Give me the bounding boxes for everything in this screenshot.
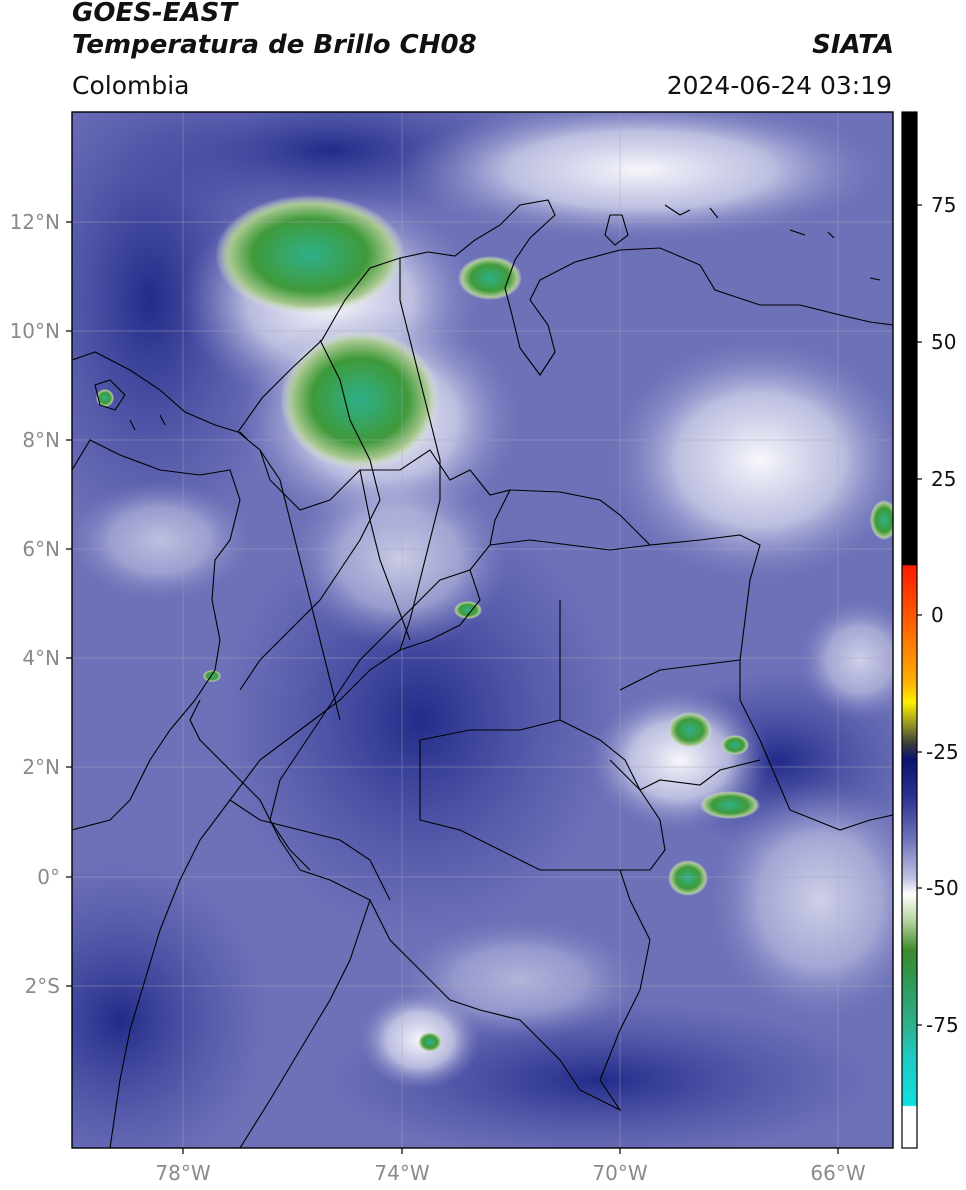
region-label: Colombia bbox=[72, 71, 190, 100]
lat-label: 2°S bbox=[25, 974, 60, 998]
satellite-imagery bbox=[72, 112, 893, 1148]
boundaries bbox=[72, 199, 893, 1148]
lat-label: 8°N bbox=[22, 428, 60, 452]
colorbar-tick-label: 75 bbox=[931, 193, 956, 217]
colorbar-tick-label: 25 bbox=[931, 467, 956, 491]
colorbar: 75 50 25 0 -25 -50 -75 bbox=[901, 111, 959, 1149]
colorbar-tick-label: -50 bbox=[926, 876, 959, 900]
lat-label: 10°N bbox=[10, 319, 60, 343]
latitude-labels: 12°N 10°N 8°N 6°N 4°N 2°N 0° 2°S bbox=[10, 210, 60, 998]
lat-label: 6°N bbox=[22, 537, 60, 561]
lat-label: 2°N bbox=[22, 755, 60, 779]
product-title: Temperatura de Brillo CH08 bbox=[72, 30, 477, 60]
colorbar-frame bbox=[901, 111, 918, 1149]
lat-label: 0° bbox=[37, 865, 60, 889]
lon-label: 70°W bbox=[592, 1161, 647, 1185]
colorbar-tick-label: -75 bbox=[926, 1013, 959, 1037]
satellite-title: GOES-EAST bbox=[72, 0, 238, 28]
longitude-labels: 78°W 74°W 70°W 66°W bbox=[155, 1161, 865, 1185]
brand-label: SIATA bbox=[812, 30, 894, 60]
datetime-label: 2024-06-24 03:19 bbox=[666, 71, 892, 100]
lat-label: 12°N bbox=[10, 210, 60, 234]
lon-label: 78°W bbox=[155, 1161, 210, 1185]
lat-label: 4°N bbox=[22, 646, 60, 670]
graticule bbox=[72, 112, 893, 1148]
colorbar-tick-label: 0 bbox=[931, 603, 944, 627]
map-frame bbox=[71, 111, 894, 1149]
lon-label: 74°W bbox=[374, 1161, 429, 1185]
colorbar-tick-label: -25 bbox=[926, 740, 959, 764]
colorbar-gradient bbox=[902, 112, 917, 1148]
lon-label: 66°W bbox=[810, 1161, 865, 1185]
colorbar-tick-label: 50 bbox=[931, 330, 956, 354]
